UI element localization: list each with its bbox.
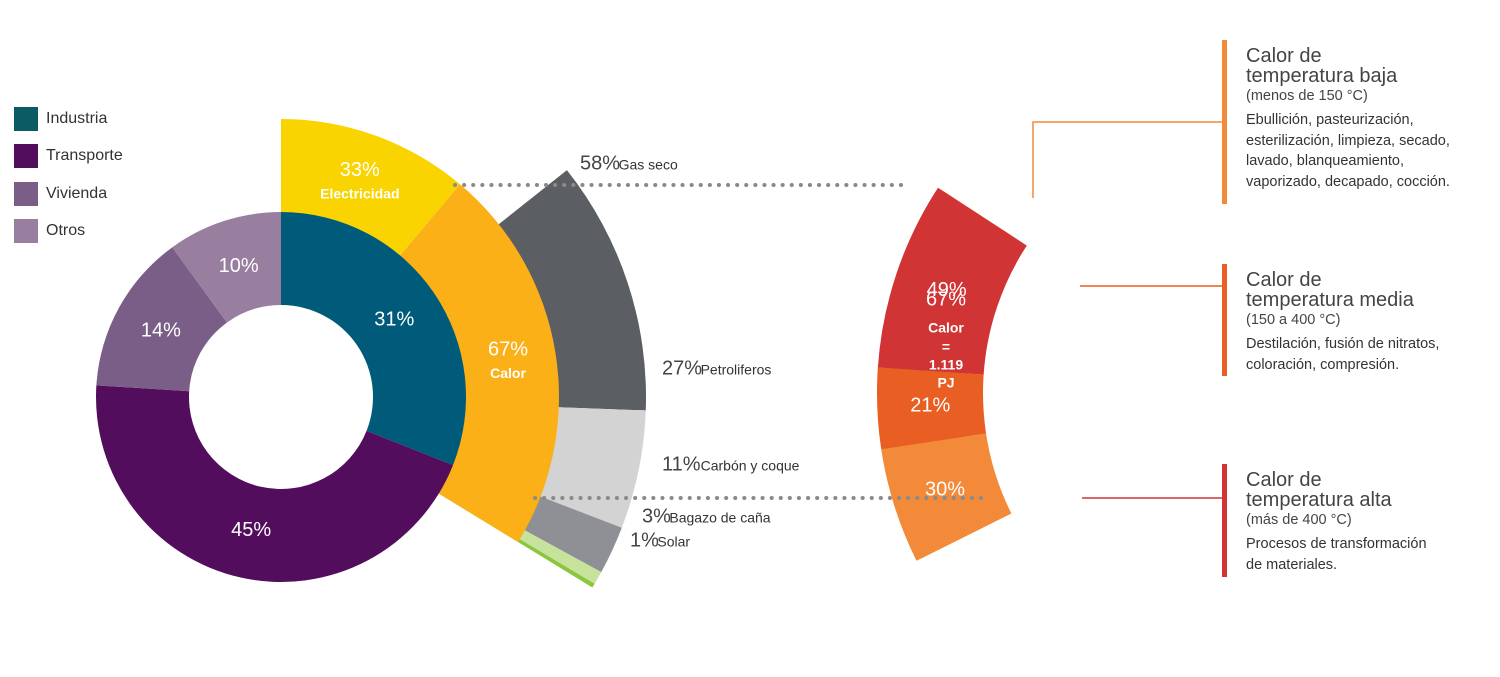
legend-swatch xyxy=(14,219,38,244)
legend-label: Otros xyxy=(46,222,86,240)
legend-item-vivienda: Vivienda xyxy=(14,175,123,213)
donut-slice-transporte xyxy=(96,385,454,583)
legend-swatch xyxy=(14,181,38,206)
heat-description-line: esterilización, limpieza, secado, xyxy=(1246,132,1450,149)
calor-slice-calor-de-temperatura-alta xyxy=(877,187,1027,375)
fuel-label-carbon-y-coque: Carbón y coque xyxy=(701,458,800,474)
heat-title: temperatura alta xyxy=(1246,489,1392,511)
donut-label-transporte: 45% xyxy=(231,519,271,541)
heat-description-line: Destilación, fusión de nitratos, xyxy=(1246,336,1440,352)
fuel-label-petroliferos: Petroliferos xyxy=(701,362,772,378)
industria-label-electricidad: Electricidad xyxy=(320,186,399,202)
industria-label-calor: Calor xyxy=(490,365,526,381)
heat-description-line: coloración, compresión. xyxy=(1246,356,1400,373)
calor-center-unit: PJ xyxy=(937,375,954,391)
donut-slice-industria xyxy=(281,212,466,466)
heat-description: Procesos de transformación de materiales… xyxy=(1246,534,1500,575)
calor-center-equals: = xyxy=(942,339,950,355)
heat-baja-bar xyxy=(1222,40,1227,204)
heat-title: temperatura baja xyxy=(1246,65,1398,87)
heat-description-line: Procesos de transformación xyxy=(1246,536,1427,552)
heat-media-bar xyxy=(1222,264,1227,376)
heat-title: Calor de xyxy=(1246,469,1322,491)
heat-title: Calor de xyxy=(1246,269,1322,291)
heat-description-line: vaporizado, decapado, cocción. xyxy=(1246,173,1450,190)
heat-description: Ebullición, pasteurización, esterilizaci… xyxy=(1246,110,1500,192)
heat-description-line: de materiales. xyxy=(1246,556,1338,573)
fuel-value-solar: 1% xyxy=(630,529,659,551)
legend-item-industria: Industria xyxy=(14,100,123,138)
industria-slice-calor xyxy=(396,184,559,543)
heat-description-line: lavado, blanqueamiento, xyxy=(1246,153,1405,169)
donut-slice-vivienda xyxy=(96,247,227,392)
donut-label-vivienda: 14% xyxy=(141,319,181,341)
calor-center-amount: 1.119 xyxy=(929,357,963,373)
heat-alta-text: Calor de temperatura alta (más de 400 °C… xyxy=(1246,470,1500,575)
legend-swatch xyxy=(14,106,38,131)
legend-item-otros: Otros xyxy=(14,213,123,251)
legend-label: Vivienda xyxy=(46,184,108,202)
heat-title: temperatura media xyxy=(1246,289,1414,311)
heat-title: Calor de xyxy=(1246,45,1322,67)
heat-alta-bar xyxy=(1222,464,1227,577)
calor-slice-calor-de-temperatura-media xyxy=(877,367,987,450)
heat-range: (menos de 150 °C) xyxy=(1246,88,1368,104)
heat-media-text: Calor de temperatura media (150 a 400 °C… xyxy=(1246,270,1500,375)
calor-value-calor-de-temperatura-baja: 30% xyxy=(925,479,965,501)
legend-item-transporte: Transporte xyxy=(14,138,123,176)
fuel-label-solar: Solar xyxy=(657,534,690,550)
heat-range: (más de 400 °C) xyxy=(1246,512,1352,528)
calor-center-label: Calor xyxy=(928,320,964,336)
calor-value-calor-de-temperatura-alta: 49% xyxy=(927,279,967,301)
industria-value-electricidad: 33% xyxy=(340,159,380,181)
calor-value-calor-de-temperatura-media: 21% xyxy=(910,395,950,417)
fuel-label-gas-seco: Gas seco xyxy=(619,157,678,173)
donut-label-industria: 31% xyxy=(374,308,414,330)
leader-line-calor-de-temperatura-baja xyxy=(1032,121,1222,198)
industria-slice-electricidad xyxy=(281,119,461,260)
heat-range: (150 a 400 °C) xyxy=(1246,312,1341,328)
donut-slice-otros xyxy=(172,212,281,323)
heat-description: Destilación, fusión de nitratos, colorac… xyxy=(1246,334,1500,375)
legend-label: Transporte xyxy=(46,147,123,165)
legend: Industria Transporte Vivienda Otros xyxy=(14,100,123,250)
heat-baja-text: Calor de temperatura baja (menos de 150 … xyxy=(1246,46,1500,192)
fuel-value-carbon-y-coque: 11% xyxy=(662,453,701,475)
legend-swatch xyxy=(14,144,38,169)
legend-label: Industria xyxy=(46,109,108,127)
calor-center-value: 67% xyxy=(926,288,966,310)
donut-label-otros: 10% xyxy=(219,255,259,277)
fuel-value-gas-seco: 58% xyxy=(580,152,620,174)
fuel-value-bagazo-de-cana: 3% xyxy=(642,505,671,527)
fuel-value-petroliferos: 27% xyxy=(662,357,702,379)
fuel-label-bagazo-de-cana: Bagazo de caña xyxy=(669,510,770,526)
industria-value-calor: 67% xyxy=(488,338,528,360)
heat-description-line: Ebullición, pasteurización, xyxy=(1246,112,1414,128)
